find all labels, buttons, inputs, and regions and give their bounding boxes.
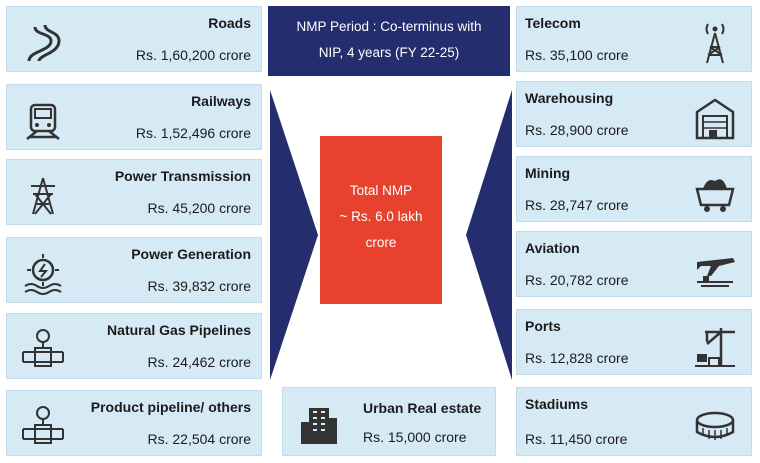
transmission-tower-icon <box>31 177 55 215</box>
banner-line-2: NIP, 4 years (FY 22-25) <box>318 45 460 60</box>
road-icon <box>27 24 61 62</box>
gas-pipeline-icon <box>22 329 64 367</box>
card-mining: Mining Rs. 28,747 crore <box>516 156 752 222</box>
urban-real-estate-label: Urban Real estate <box>363 400 482 416</box>
card-urban-real-estate: Urban Real estate Rs. 15,000 crore <box>282 387 496 456</box>
total-nmp-line-3: crore <box>365 235 397 250</box>
ports-label: Ports <box>525 318 561 334</box>
train-icon <box>26 103 60 140</box>
urban-real-estate-value: Rs. 15,000 crore <box>363 429 467 445</box>
card-power-transmission: Power Transmission Rs. 45,200 crore <box>6 159 262 225</box>
card-natural-gas-pipelines: Natural Gas Pipelines Rs. 24,462 crore <box>6 313 262 379</box>
nmp-period-banner: NMP Period : Co-terminus with NIP, 4 yea… <box>268 6 510 76</box>
card-railways: Railways Rs. 1,52,496 crore <box>6 84 262 150</box>
card-product-pipeline: Product pipeline/ others Rs. 22,504 cror… <box>6 390 262 456</box>
total-nmp-box: Total NMP ~ Rs. 6.0 lakh crore <box>320 136 442 304</box>
mining-cart-icon <box>695 179 735 212</box>
power-transmission-value: Rs. 45,200 crore <box>147 200 252 216</box>
railways-value: Rs. 1,52,496 crore <box>135 125 251 141</box>
power-transmission-label: Power Transmission <box>114 168 251 184</box>
stadiums-value: Rs. 11,450 crore <box>525 431 628 447</box>
total-nmp-line-1: Total NMP <box>349 183 413 198</box>
telecom-tower-icon <box>705 23 725 64</box>
power-plant-icon <box>24 254 62 295</box>
airplane-icon <box>697 258 735 287</box>
card-power-generation: Power Generation Rs. 39,832 crore <box>6 237 262 303</box>
telecom-value: Rs. 35,100 crore <box>525 47 629 63</box>
mining-label: Mining <box>525 165 571 181</box>
ports-value: Rs. 12,828 crore <box>525 350 629 366</box>
card-roads: Roads Rs. 1,60,200 crore <box>6 6 262 72</box>
power-generation-label: Power Generation <box>131 246 251 262</box>
left-arrow-shape <box>270 90 318 380</box>
warehousing-value: Rs. 28,900 crore <box>525 122 629 138</box>
right-arrow-shape <box>466 90 512 380</box>
roads-value: Rs. 1,60,200 crore <box>135 47 251 63</box>
card-ports: Ports Rs. 12,828 crore <box>516 309 752 375</box>
stadium-icon <box>695 411 735 440</box>
natural-gas-pipelines-value: Rs. 24,462 crore <box>147 354 252 370</box>
building-icon <box>301 408 337 444</box>
banner-line-1: NMP Period : Co-terminus with <box>296 19 482 34</box>
mining-value: Rs. 28,747 crore <box>525 197 629 213</box>
card-stadiums: Stadiums Rs. 11,450 crore <box>516 387 752 456</box>
warehousing-label: Warehousing <box>525 90 614 106</box>
product-pipeline-icon <box>22 406 64 444</box>
product-pipeline-label: Product pipeline/ others <box>90 399 251 415</box>
power-generation-value: Rs. 39,832 crore <box>147 278 252 294</box>
card-warehousing: Warehousing Rs. 28,900 crore <box>516 81 752 147</box>
natural-gas-pipelines-label: Natural Gas Pipelines <box>107 322 251 338</box>
roads-label: Roads <box>208 15 251 31</box>
railways-label: Railways <box>191 93 251 109</box>
total-nmp-line-2: ~ Rs. 6.0 lakh <box>339 209 423 224</box>
telecom-label: Telecom <box>525 15 581 31</box>
warehouse-icon <box>695 98 735 140</box>
port-crane-icon <box>695 328 735 367</box>
stadiums-label: Stadiums <box>525 396 589 412</box>
aviation-label: Aviation <box>525 240 580 256</box>
aviation-value: Rs. 20,782 crore <box>525 272 629 288</box>
product-pipeline-value: Rs. 22,504 crore <box>147 431 252 447</box>
card-aviation: Aviation Rs. 20,782 crore <box>516 231 752 297</box>
card-telecom: Telecom Rs. 35,100 crore <box>516 6 752 72</box>
